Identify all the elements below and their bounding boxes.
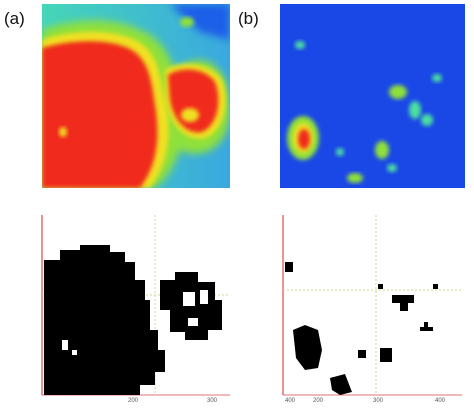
panel-label: (b) <box>238 9 259 28</box>
x-tick-label: 300 <box>207 398 218 404</box>
spot <box>295 41 305 49</box>
spot <box>180 17 194 27</box>
x-tick-label: 200 <box>128 398 139 404</box>
x-tick-label: 400 <box>285 398 296 404</box>
panel-label: (a) <box>4 9 25 28</box>
spot <box>389 85 407 99</box>
spot <box>347 173 363 183</box>
heatmap-b <box>280 4 465 188</box>
heatmap-bg <box>280 4 465 188</box>
region <box>400 303 408 311</box>
red-core <box>42 41 158 188</box>
spot <box>409 101 421 119</box>
hole <box>183 292 195 306</box>
region <box>433 284 438 289</box>
hole <box>62 340 68 350</box>
spot <box>375 141 389 159</box>
blue-region <box>170 4 230 40</box>
region <box>358 350 366 358</box>
x-tick-label: 400 <box>435 398 446 404</box>
hole <box>200 290 208 304</box>
spot <box>421 114 433 126</box>
heatmap-a <box>42 4 230 188</box>
binary-b <box>282 215 462 396</box>
red-core <box>168 69 219 133</box>
x-tick-label: 200 <box>313 398 324 404</box>
region <box>378 284 383 289</box>
hole <box>188 318 198 326</box>
region <box>380 348 392 362</box>
hole <box>181 108 199 122</box>
spot <box>387 164 397 172</box>
region <box>392 295 414 303</box>
spot <box>336 148 344 156</box>
region <box>420 322 433 331</box>
region <box>285 262 293 272</box>
region <box>330 374 352 395</box>
region <box>293 325 322 370</box>
region <box>44 245 165 395</box>
blob <box>298 129 310 149</box>
hole <box>72 350 77 355</box>
spot <box>59 127 67 137</box>
spot <box>432 74 442 82</box>
binary-a <box>41 215 230 396</box>
x-tick-label: 300 <box>373 398 384 404</box>
